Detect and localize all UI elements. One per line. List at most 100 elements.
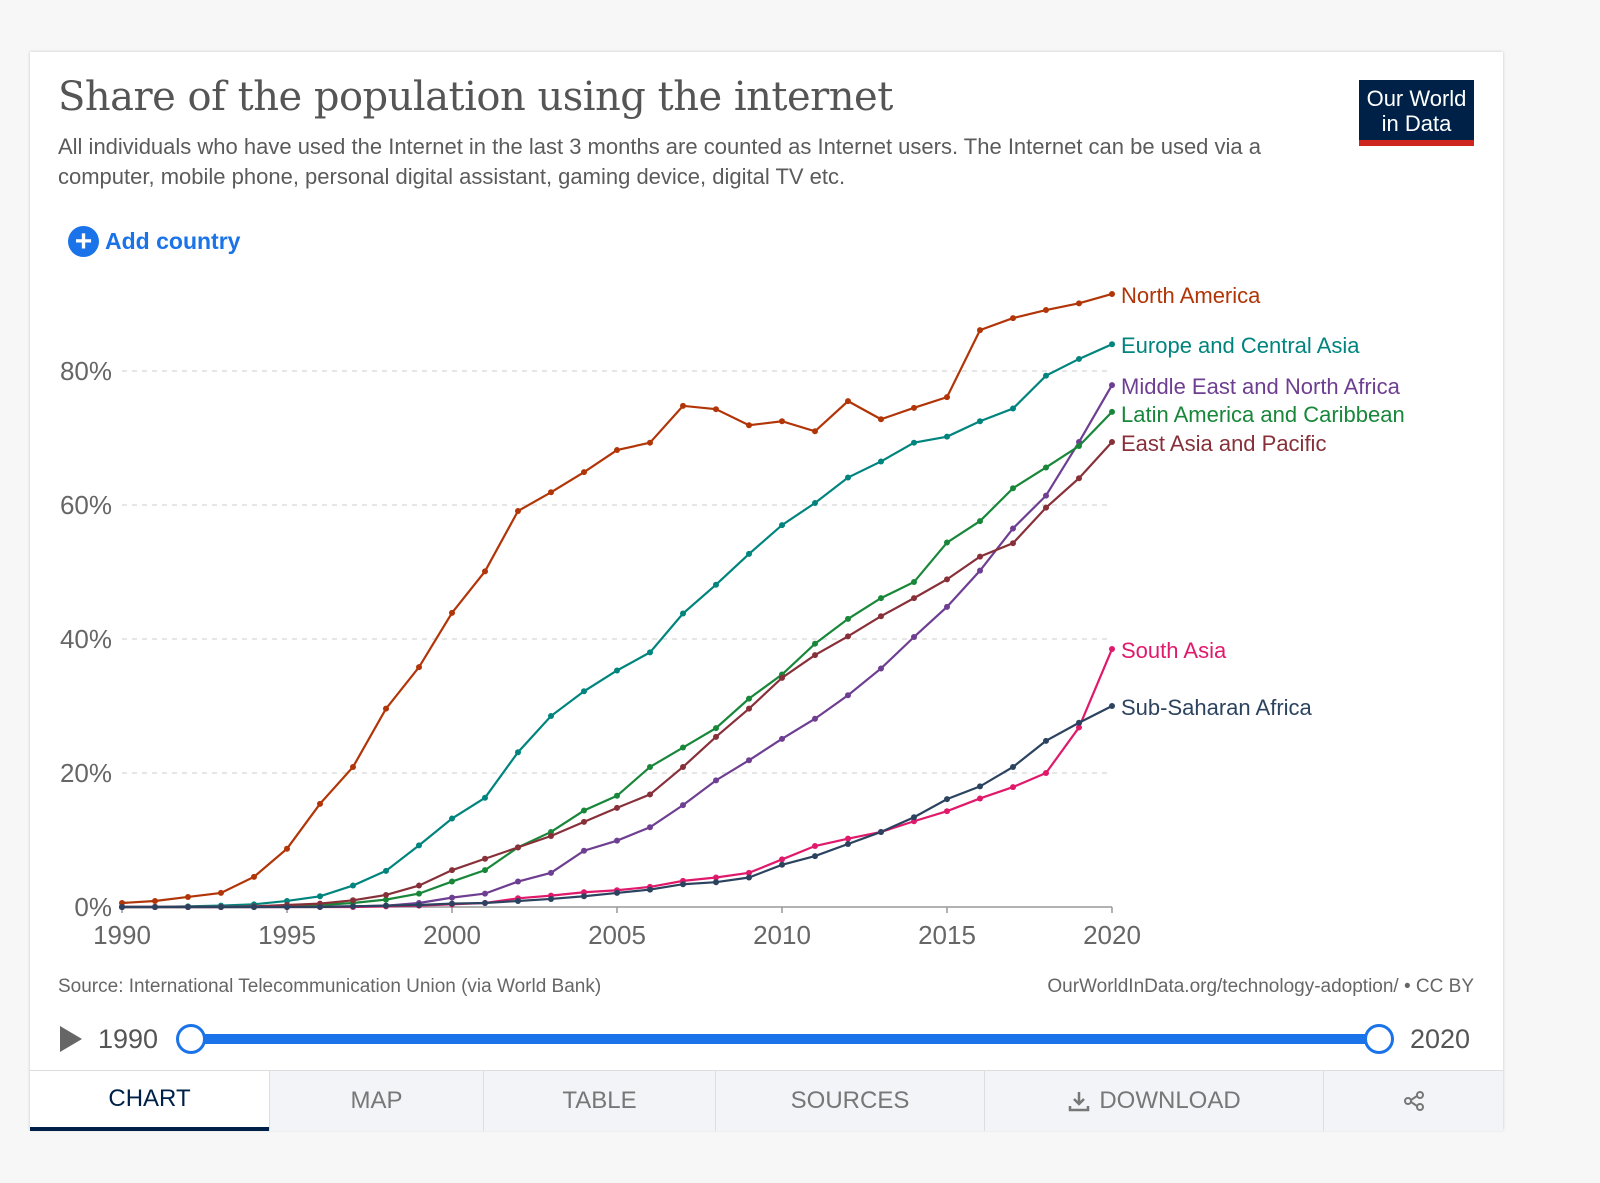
series-europe-and-central-asia: Europe and Central Asia bbox=[119, 333, 1360, 910]
logo-line-2: in Data bbox=[1381, 111, 1452, 136]
share-button[interactable] bbox=[1323, 1071, 1503, 1131]
data-point bbox=[482, 867, 488, 874]
owid-logo[interactable]: Our World in Data bbox=[1359, 80, 1474, 146]
data-point bbox=[977, 553, 983, 560]
series-label: North America bbox=[1121, 283, 1261, 308]
plus-circle-icon: + bbox=[68, 226, 99, 257]
y-tick-label: 20% bbox=[60, 758, 112, 788]
data-point bbox=[548, 869, 554, 876]
timeline-end-label: 2020 bbox=[1410, 1024, 1471, 1054]
data-point bbox=[548, 489, 554, 496]
data-point bbox=[779, 861, 785, 868]
data-point bbox=[746, 869, 752, 876]
data-point bbox=[1010, 315, 1016, 322]
data-point bbox=[482, 890, 488, 897]
tab-sources-label: SOURCES bbox=[790, 1087, 910, 1114]
series-line bbox=[122, 648, 1114, 909]
data-point bbox=[548, 832, 554, 839]
data-point bbox=[812, 499, 818, 506]
timeline-end-handle[interactable] bbox=[1364, 1024, 1394, 1054]
data-point bbox=[482, 794, 488, 801]
data-point bbox=[779, 735, 785, 742]
data-point bbox=[812, 428, 818, 435]
data-point bbox=[614, 889, 620, 896]
data-point bbox=[482, 899, 488, 906]
source-note: Source: International Telecommunication … bbox=[58, 976, 602, 997]
y-tick-label: 80% bbox=[60, 356, 112, 386]
series-line bbox=[122, 343, 1113, 909]
x-tick-label: 1995 bbox=[258, 920, 316, 950]
data-point bbox=[944, 539, 950, 546]
timeline-start-handle[interactable] bbox=[176, 1024, 206, 1054]
tab-chart-label: CHART bbox=[108, 1085, 191, 1112]
series-line bbox=[121, 292, 1113, 905]
data-point bbox=[1076, 300, 1082, 307]
download-icon bbox=[1069, 1092, 1090, 1112]
data-point bbox=[350, 763, 356, 770]
data-point bbox=[350, 897, 356, 904]
data-point bbox=[647, 763, 653, 770]
tab-chart[interactable]: CHART bbox=[30, 1071, 269, 1131]
data-point bbox=[515, 508, 521, 515]
data-point bbox=[350, 882, 356, 889]
data-point bbox=[152, 904, 158, 910]
series-label: Middle East and North Africa bbox=[1121, 374, 1401, 399]
data-point bbox=[416, 882, 422, 889]
data-point bbox=[515, 878, 521, 885]
data-point bbox=[713, 581, 719, 588]
data-point bbox=[449, 815, 455, 822]
data-point bbox=[515, 897, 521, 904]
tab-download[interactable]: DOWNLOAD bbox=[984, 1071, 1323, 1131]
chart-card: Share of the population using the intern… bbox=[30, 52, 1503, 1131]
data-point bbox=[1109, 646, 1115, 653]
data-point bbox=[779, 522, 785, 529]
x-tick-label: 2005 bbox=[588, 920, 646, 950]
data-point bbox=[845, 633, 851, 640]
tab-bar: CHART MAP TABLE SOURCES DOWNLOAD bbox=[30, 1070, 1503, 1131]
data-point bbox=[977, 327, 983, 334]
data-point bbox=[812, 640, 818, 647]
data-point bbox=[1010, 784, 1016, 791]
series-line bbox=[122, 384, 1113, 909]
line-chart: 0% 20% 40% 60% 80% 1990 1995 2000 2005 2010 2015 20… bbox=[60, 283, 1405, 950]
y-tick-label: 0% bbox=[74, 892, 112, 922]
tab-table[interactable]: TABLE bbox=[483, 1071, 715, 1131]
data-point bbox=[647, 649, 653, 656]
timeline-track[interactable] bbox=[190, 1034, 1380, 1044]
data-point bbox=[1010, 485, 1016, 492]
data-point bbox=[647, 439, 653, 446]
data-point bbox=[878, 416, 884, 423]
data-point bbox=[515, 844, 521, 851]
data-point bbox=[845, 474, 851, 481]
data-point bbox=[746, 422, 752, 429]
data-point bbox=[779, 856, 785, 863]
data-point bbox=[152, 897, 158, 904]
x-tick-label: 2000 bbox=[423, 920, 481, 950]
data-point bbox=[449, 894, 455, 901]
data-point bbox=[647, 824, 653, 831]
data-point bbox=[1010, 763, 1016, 770]
play-icon[interactable] bbox=[60, 1026, 82, 1052]
data-point bbox=[944, 576, 950, 583]
data-point bbox=[581, 893, 587, 900]
tab-table-label: TABLE bbox=[562, 1087, 637, 1114]
data-point bbox=[416, 664, 422, 671]
data-point bbox=[812, 715, 818, 722]
series-sub-saharan-africa: Sub-Saharan Africa bbox=[119, 695, 1313, 910]
add-country-button[interactable]: + Add country bbox=[68, 226, 240, 257]
data-point bbox=[614, 447, 620, 454]
data-point bbox=[614, 792, 620, 799]
series-label: Europe and Central Asia bbox=[1121, 333, 1360, 358]
data-point bbox=[1076, 355, 1082, 362]
tab-sources[interactable]: SOURCES bbox=[715, 1071, 984, 1131]
data-point bbox=[284, 904, 290, 910]
data-point bbox=[1076, 475, 1082, 482]
data-point bbox=[845, 835, 851, 842]
data-point bbox=[449, 609, 455, 616]
tab-map[interactable]: MAP bbox=[269, 1071, 483, 1131]
data-point bbox=[284, 845, 290, 852]
data-point bbox=[647, 791, 653, 798]
data-point bbox=[119, 904, 125, 910]
data-point bbox=[680, 610, 686, 617]
license-link[interactable]: OurWorldInData.org/technology-adoption/ … bbox=[1047, 976, 1474, 997]
